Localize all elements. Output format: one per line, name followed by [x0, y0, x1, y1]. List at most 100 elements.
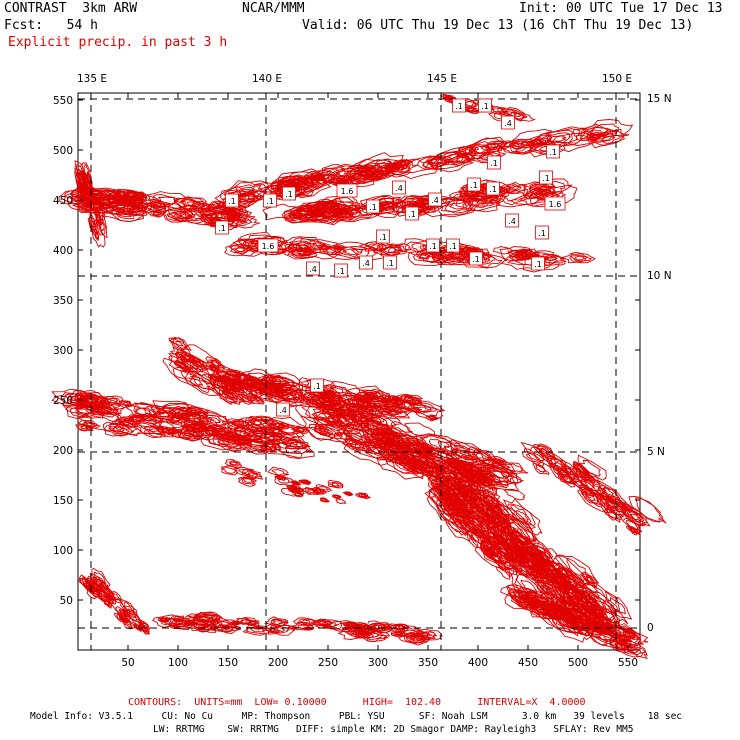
precip-contour — [506, 185, 521, 191]
precip-contour — [249, 621, 259, 625]
precip-contour — [175, 341, 184, 347]
forecast-hour: Fcst: 54 h — [4, 18, 98, 33]
precip-contour — [479, 462, 512, 479]
precip-contour — [192, 624, 208, 631]
precip-contour — [287, 242, 317, 253]
precip-contour — [71, 195, 87, 203]
precip-contour — [458, 486, 475, 500]
contour-label-text: .1 — [542, 174, 550, 183]
precip-contour — [152, 211, 163, 216]
precip-contour — [490, 143, 499, 148]
contour-label-text: .4 — [431, 196, 439, 205]
x-tick-label: 550 — [618, 657, 638, 669]
precip-contour — [361, 166, 370, 171]
contour-value-label: .1 — [469, 251, 483, 266]
contour-value-label: .4 — [392, 180, 406, 195]
precip-contour — [122, 196, 147, 207]
precip-contour — [145, 426, 173, 438]
init-time: Init: 00 UTC Tue 17 Dec 13 — [519, 1, 723, 16]
precip-contour — [148, 204, 167, 212]
contour-label-text: .1 — [285, 190, 293, 199]
precip-contour — [221, 383, 254, 396]
precip-contour — [476, 509, 491, 522]
precip-contour — [226, 393, 234, 398]
precip-contour — [275, 181, 311, 196]
precip-contour — [345, 385, 392, 403]
contour-label-box — [336, 183, 358, 198]
precip-contour — [131, 416, 141, 421]
precip-contour — [102, 421, 139, 437]
precip-contour — [515, 510, 530, 523]
precip-contour — [603, 628, 615, 635]
lat-label-0: 0 — [647, 622, 654, 634]
precip-contour — [211, 376, 218, 381]
precip-contour — [372, 243, 404, 256]
precip-contour — [346, 492, 351, 495]
y-tick-label: 450 — [53, 195, 73, 207]
x-tick-label: 350 — [418, 657, 438, 669]
precip-contour — [335, 498, 347, 505]
contour-label-box — [306, 261, 320, 276]
precip-contour — [238, 187, 256, 195]
contour-info: CONTOURS: UNITS=mm LOW= 0.10000 HIGH= 10… — [128, 697, 586, 708]
precip-contour — [502, 183, 522, 193]
lon-label-150e: 150 E — [602, 73, 632, 85]
precip-contour — [618, 641, 648, 660]
model-info-line2: LW: RRTMG SW: RRTMG DIFF: simple KM: 2D … — [153, 724, 634, 735]
precip-contour — [599, 493, 630, 516]
precip-contour — [483, 197, 495, 202]
precip-contour — [292, 621, 315, 631]
precip-contour — [288, 247, 318, 259]
precip-contour — [413, 464, 424, 470]
precip-contour — [579, 119, 634, 140]
precip-contour — [92, 575, 109, 591]
precip-contour — [111, 592, 121, 602]
precip-contour — [413, 630, 432, 638]
contour-label-box — [478, 98, 492, 113]
precip-contour — [81, 396, 89, 400]
precip-contour — [221, 465, 239, 476]
precip-contour — [199, 620, 213, 627]
precip-contour — [443, 455, 462, 472]
precip-contour — [78, 173, 89, 196]
precip-contour — [561, 251, 596, 264]
precip-contour — [96, 584, 111, 599]
precip-contour — [299, 619, 311, 625]
precip-contour — [533, 250, 555, 259]
precip-contour — [435, 468, 460, 496]
precip-contour — [579, 589, 609, 615]
precip-contour — [293, 172, 326, 189]
precip-contour — [208, 374, 221, 382]
precip-contour — [463, 484, 491, 511]
precip-contour — [330, 387, 344, 394]
precip-contour — [233, 423, 284, 444]
precip-contour — [589, 123, 619, 137]
precip-contour — [320, 399, 366, 422]
precip-contour — [93, 199, 102, 219]
precip-contour — [617, 501, 625, 508]
precip-contour — [584, 575, 594, 585]
precip-contour — [221, 438, 241, 446]
precip-contour — [242, 432, 283, 448]
precip-contour — [550, 457, 566, 470]
contour-label-box — [359, 255, 373, 270]
precip-contour — [499, 141, 512, 148]
contour-label-text: .1 — [472, 255, 480, 264]
precip-contour — [119, 400, 135, 407]
lat-label-10n: 10 N — [647, 270, 672, 282]
latlon-grid — [78, 93, 640, 650]
precip-contour — [244, 619, 260, 627]
contour-label-box — [535, 225, 549, 240]
precip-contour — [529, 568, 576, 605]
contour-label-box — [531, 256, 545, 271]
precip-contour — [490, 470, 510, 480]
precip-contour — [115, 605, 135, 627]
precip-contour — [275, 474, 286, 481]
contour-label-box — [392, 180, 406, 195]
contour-label-text: .1 — [470, 181, 478, 190]
precip-contour — [388, 162, 412, 173]
precip-contour — [530, 600, 559, 615]
precip-contour — [458, 503, 489, 532]
contour-label-text: .1 — [369, 203, 377, 212]
precip-contour — [226, 370, 242, 378]
